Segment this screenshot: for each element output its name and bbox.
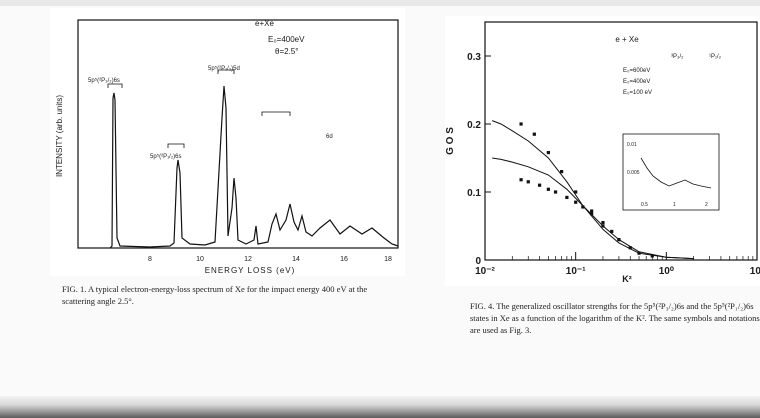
x-tick: 10 xyxy=(196,256,204,263)
data-point xyxy=(617,238,621,242)
data-point xyxy=(553,190,558,194)
data-point xyxy=(650,254,654,258)
gos-points xyxy=(519,122,654,258)
gos-legend: ³P₃/₂ ¹P₁/₂ E₀=600eV E₀=400eV E₀=100 eV xyxy=(623,54,722,96)
inset-frame xyxy=(622,133,720,211)
data-point xyxy=(565,195,569,200)
data-point xyxy=(532,132,536,136)
x-tick-label: 10⁰ xyxy=(659,266,674,277)
figure-1: INTENSITY (arb. units) e+Xe E₀=400eV θ=2… xyxy=(50,8,405,276)
spectrum-reaction: e+Xe xyxy=(255,19,274,28)
data-point xyxy=(581,205,585,209)
spectrum-x-ticks: 8 10 12 14 16 18 xyxy=(148,256,392,263)
inset-x-tick: 0.5 xyxy=(641,202,648,208)
x-tick: 8 xyxy=(148,256,152,263)
peak-label: 5p⁵(²P₁/₂)5d xyxy=(208,65,240,72)
data-point xyxy=(546,187,550,191)
y-tick-label: 0.2 xyxy=(467,120,481,131)
peak-label: 6d xyxy=(326,134,333,140)
data-point xyxy=(628,246,632,250)
scan-bottom-edge xyxy=(0,396,760,418)
data-point xyxy=(574,200,578,204)
data-point xyxy=(537,183,542,187)
data-point xyxy=(526,180,530,184)
gos-xlabel: K² xyxy=(622,274,632,284)
y-tick-label: 0.1 xyxy=(467,188,481,199)
legend-header: ¹P₁/₂ xyxy=(709,54,722,60)
data-point xyxy=(546,150,550,155)
gos-ylabel: G O S xyxy=(445,127,456,155)
inset-x-tick: 2 xyxy=(705,202,708,208)
gos-curve xyxy=(492,157,694,260)
gos-y-ticks: 0 0.1 0.2 0.3 xyxy=(467,52,491,267)
figure-1-caption: FIG. 1. A typical electron-energy-loss s… xyxy=(62,284,368,306)
peak-brackets xyxy=(107,69,291,148)
inset-curve xyxy=(640,157,712,189)
data-point xyxy=(601,224,605,228)
spectrum-plot: INTENSITY (arb. units) e+Xe E₀=400eV θ=2… xyxy=(50,8,405,276)
spectrum-condition-energy: E₀=400eV xyxy=(268,35,305,44)
peak-labels: 5p⁵(²P₃/₂)6s 5p⁵(²P₁/₂)6s 5p⁵(²P₁/₂)5d 6… xyxy=(88,65,333,160)
spectrum-frame xyxy=(77,19,399,249)
spectrum-ylabel: INTENSITY (arb. units) xyxy=(55,95,64,177)
y-tick-label: 0.3 xyxy=(467,52,481,63)
x-tick-label: 10⁻¹ xyxy=(566,266,586,277)
data-point xyxy=(519,178,523,182)
data-point xyxy=(637,251,641,255)
gos-inset: 0.01 0.005 0.5 1 2 xyxy=(622,133,720,211)
peak-bracket xyxy=(167,143,185,148)
x-tick: 14 xyxy=(292,256,300,263)
gos-curves xyxy=(492,120,694,260)
x-tick: 12 xyxy=(244,256,252,263)
gos-curve xyxy=(492,120,694,260)
gos-x-ticks: 10⁻² 10⁻¹ 10⁰ 10¹ xyxy=(475,252,760,277)
legend-header: ³P₃/₂ xyxy=(671,54,684,60)
peak-label: 5p⁵(²P₃/₂)6s xyxy=(88,77,120,84)
gos-title: e + Xe xyxy=(615,35,639,44)
legend-entry: E₀=100 eV xyxy=(623,90,652,96)
peak-bracket xyxy=(217,69,235,74)
data-point xyxy=(610,229,614,234)
figure-4: e + Xe G O S K² 0 0.1 0.2 0.3 10⁻² 10⁻¹ 10⁰ 10… xyxy=(445,16,760,286)
x-tick-label: 10⁻² xyxy=(475,266,495,277)
peak-bracket xyxy=(261,111,291,116)
inset-y-tick: 0.005 xyxy=(627,170,640,176)
spectrum-xlabel: ENERGY LOSS (eV) xyxy=(205,266,296,275)
legend-entry: E₀=400eV xyxy=(623,79,650,85)
data-point xyxy=(601,221,605,225)
legend-entry: E₀=600eV xyxy=(623,68,650,74)
x-tick: 18 xyxy=(384,256,392,263)
inset-x-tick: 1 xyxy=(673,202,676,208)
figure-4-caption: FIG. 4. The generalized oscillator stren… xyxy=(470,301,760,335)
x-tick-label: 10¹ xyxy=(750,266,760,277)
x-tick: 16 xyxy=(340,256,348,263)
spectrum-condition-angle: θ=2.5° xyxy=(275,47,298,56)
peak-bracket xyxy=(107,83,123,88)
data-point xyxy=(590,209,594,213)
gos-plot: e + Xe G O S K² 00.10.20.3 10⁻² 10⁻¹ 10⁰ 10… xyxy=(445,16,760,286)
inset-y-tick: 0.01 xyxy=(627,142,637,148)
data-point xyxy=(519,122,523,126)
y-tick-label: 0 xyxy=(475,256,481,267)
gos-frame xyxy=(484,21,758,261)
data-point xyxy=(560,170,564,174)
data-point xyxy=(574,190,578,194)
data-point xyxy=(590,212,594,216)
spectrum-trace xyxy=(109,85,399,249)
scan-top-edge xyxy=(0,0,760,6)
peak-label: 5p⁵(²P₁/₂)6s xyxy=(150,153,182,160)
